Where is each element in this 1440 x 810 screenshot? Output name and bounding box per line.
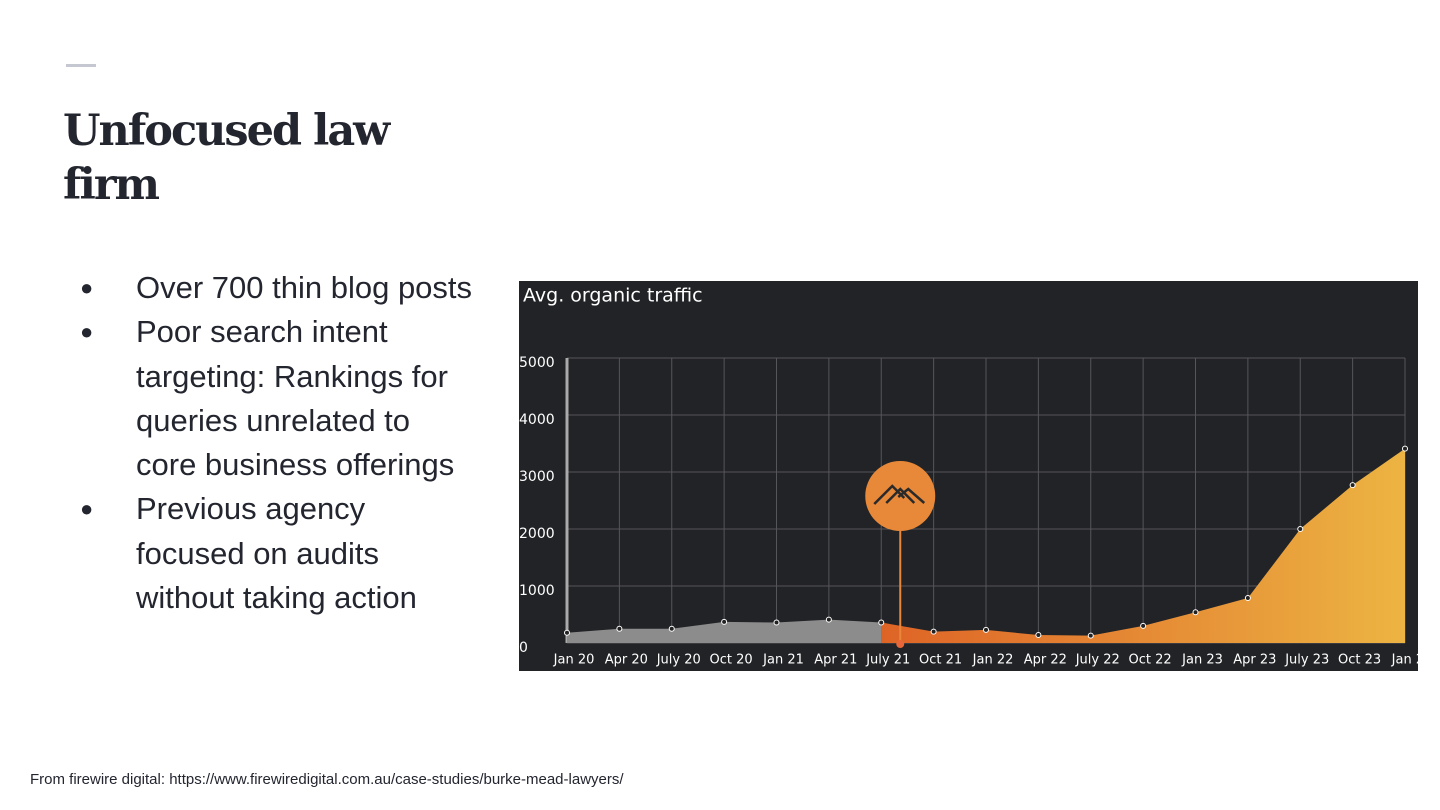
bullet-list: Over 700 thin blog posts Poor search int… <box>78 266 478 620</box>
x-tick-label: Jan 24 <box>1391 653 1418 668</box>
x-tick-label: Apr 23 <box>1233 653 1276 668</box>
x-tick-label: Oct 20 <box>710 653 753 668</box>
x-tick-label: Apr 21 <box>814 653 857 668</box>
accent-dash <box>66 64 96 67</box>
y-tick-label: 3000 <box>519 469 555 485</box>
chart-title: Avg. organic traffic <box>523 285 703 307</box>
x-tick-label: Jan 23 <box>1181 653 1223 668</box>
data-point <box>1035 632 1042 639</box>
area <box>881 448 1405 643</box>
x-tick-label: Apr 22 <box>1024 653 1067 668</box>
data-point <box>878 619 885 626</box>
marker-logo <box>873 484 926 505</box>
x-tick-label: July 23 <box>1284 653 1329 668</box>
y-tick-label: 5000 <box>519 355 555 371</box>
chart: Avg. organic traffic 0 1000 2000 3000 4000 50… <box>519 281 1418 671</box>
bullet: Poor search intent targeting: Rankings f… <box>78 310 478 487</box>
data-point <box>616 625 623 632</box>
data-point <box>1087 632 1094 639</box>
slide-title: Unfocused law firm <box>63 106 390 210</box>
data-point <box>721 618 728 625</box>
x-tick-label: Oct 23 <box>1338 653 1381 668</box>
x-tick-label: Jan 20 <box>553 653 595 668</box>
area <box>567 619 882 643</box>
data-point <box>773 619 780 626</box>
data-point <box>1140 622 1147 629</box>
x-tick-label: Oct 22 <box>1129 653 1172 668</box>
source-note: From firewire digital: https://www.firew… <box>30 771 624 788</box>
data-point <box>1192 609 1199 616</box>
data-point <box>1244 594 1251 601</box>
data-point <box>930 628 937 635</box>
x-tick-label: July 21 <box>865 653 910 668</box>
x-tick-label: July 22 <box>1075 653 1120 668</box>
data-point <box>825 616 832 623</box>
x-tick-label: Jan 22 <box>972 653 1014 668</box>
data-point <box>1349 482 1356 489</box>
y-tick-label: 2000 <box>519 526 555 542</box>
x-tick-label: Apr 20 <box>605 653 648 668</box>
y-tick-label: 0 <box>519 640 528 656</box>
x-tick-label: July 20 <box>656 653 701 668</box>
bullet: Previous agency focused on audits withou… <box>78 487 478 620</box>
bullet: Over 700 thin blog posts <box>78 266 478 311</box>
x-tick-label: Jan 21 <box>762 653 804 668</box>
marker-dot <box>896 640 905 648</box>
y-tick-label: 4000 <box>519 412 555 428</box>
data-point <box>564 629 570 636</box>
data-point <box>668 625 675 632</box>
data-point <box>983 626 989 633</box>
data-point <box>1402 445 1408 452</box>
y-tick-label: 1000 <box>519 583 555 599</box>
x-tick-label: Oct 21 <box>919 653 962 668</box>
data-point <box>1297 526 1304 532</box>
